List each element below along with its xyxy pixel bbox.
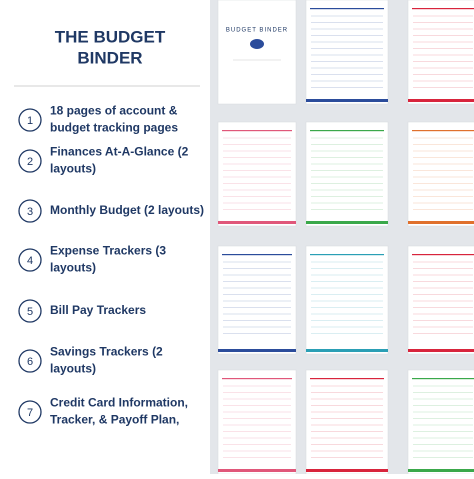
page-thumbnail [217, 369, 297, 475]
page-thumbnail [305, 369, 389, 475]
feature-text: Credit Card Information, [50, 396, 188, 410]
page-header-bar [412, 8, 474, 10]
page-thumbnail [217, 0, 297, 105]
page-header-bar [222, 378, 292, 380]
page-header-bar [310, 130, 384, 132]
page-thumbnail [407, 0, 474, 105]
number: 6 [27, 356, 33, 368]
feature-text: Expense Trackers (3 [50, 244, 166, 258]
feature-text: layouts) [50, 362, 96, 376]
page-thumbnail [305, 0, 389, 105]
cover-title: BUDGET BINDER [226, 28, 288, 34]
page-thumbnail [217, 245, 297, 355]
page-thumbnail [305, 245, 389, 355]
number: 1 [27, 115, 33, 127]
feature-text: budget tracking pages [50, 121, 178, 135]
piggy-icon [250, 39, 264, 49]
page-header-bar [310, 378, 384, 380]
title-line: THE BUDGET [55, 27, 166, 46]
feature-text: layouts) [50, 162, 96, 176]
page-footer-bar [408, 99, 474, 102]
page-footer-bar [408, 221, 474, 224]
page-header-bar [412, 378, 474, 380]
number-circle [18, 248, 42, 272]
page-footer-bar [218, 221, 296, 224]
page-header-bar [412, 130, 474, 132]
number-circle [18, 400, 42, 424]
title-line: BINDER [77, 48, 142, 67]
page-thumbnail [407, 121, 474, 227]
feature-text: Finances At-A-Glance (2 [50, 145, 189, 159]
number: 2 [27, 156, 33, 168]
feature-text: layouts) [50, 261, 96, 275]
feature-text: Monthly Budget (2 layouts) [50, 203, 204, 217]
number-circle [18, 299, 42, 323]
page-header-bar [310, 8, 384, 10]
page-thumbnail [407, 369, 474, 475]
number-circle [18, 199, 42, 223]
page-footer-bar [218, 469, 296, 472]
page-footer-bar [306, 469, 388, 472]
page-footer-bar [306, 349, 388, 352]
page-header-bar [222, 254, 292, 256]
number: 5 [27, 306, 33, 318]
page-header-bar [222, 130, 292, 132]
feature-text: Bill Pay Trackers [50, 303, 146, 317]
number-circle [18, 349, 42, 373]
number-circle [18, 149, 42, 173]
page-thumbnail [217, 121, 297, 227]
page-header-bar [310, 254, 384, 256]
feature-text: Savings Trackers (2 [50, 345, 163, 359]
page-header-bar [412, 254, 474, 256]
page-footer-bar [306, 99, 388, 102]
page-footer-bar [408, 349, 474, 352]
number: 3 [27, 206, 33, 218]
number: 4 [27, 255, 33, 267]
number: 7 [27, 407, 33, 419]
page-footer-bar [306, 221, 388, 224]
page-footer-bar [408, 469, 474, 472]
page-footer-bar [218, 349, 296, 352]
feature-text: 18 pages of account & [50, 104, 178, 118]
page-thumbnail [407, 245, 474, 355]
feature-text: Tracker, & Payoff Plan, [50, 413, 179, 427]
number-circle [18, 108, 42, 132]
page-thumbnail [305, 121, 389, 227]
